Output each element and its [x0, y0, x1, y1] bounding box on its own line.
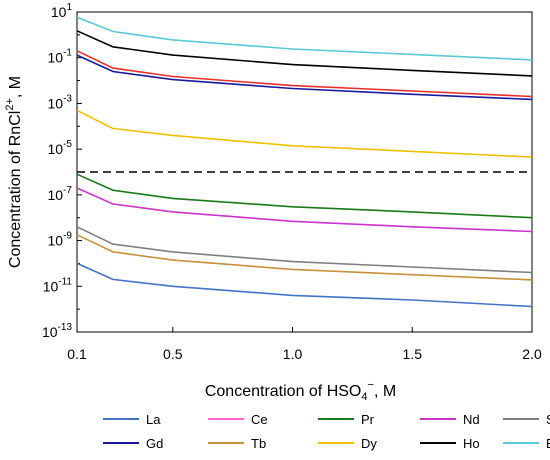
x-axis-title-sup: − [368, 379, 374, 391]
series-line-la [76, 262, 533, 308]
series-line-tb [76, 233, 533, 281]
ticks-layer: 0.1 0.5 1.0 1.5 2.0 101 10-1 10-3 10-5 10-7 10-9 10… [42, 2, 542, 362]
legend-label-er: Er [546, 436, 550, 451]
x-axis-title: Concentration of HSO4−, M [205, 379, 396, 403]
x-axis-title-sub: 4 [361, 391, 367, 403]
legend-label-dy: Dy [361, 436, 377, 451]
legend-label-ce: Ce [251, 412, 268, 427]
x-tick-label: 1.0 [283, 346, 303, 362]
legend-label-nd: Nd [463, 412, 480, 427]
x-tick-label: 1.5 [403, 346, 423, 362]
x-tick-label: 0.5 [163, 346, 183, 362]
x-axis-title-main: Concentration of HSO [205, 383, 362, 400]
series-line-dy [76, 109, 533, 158]
series-line-red [76, 50, 533, 98]
legend-label-la: La [146, 412, 161, 427]
series-line-ho [76, 30, 533, 77]
series-line-nd [76, 187, 533, 233]
y-tick-label: 10-5 [48, 139, 73, 157]
series-layer [76, 16, 533, 308]
y-tick-label: 10-1 [48, 48, 73, 66]
series-line-sm [76, 226, 533, 274]
y-tick-label: 10-3 [48, 93, 73, 111]
y-tick-label: 10-9 [48, 231, 73, 249]
x-axis-title-tail: , M [374, 383, 396, 400]
y-axis-title: Concentration of RnCl2+, M [4, 76, 24, 268]
x-tick-label: 0.1 [67, 346, 87, 362]
legend-label-gd: Gd [146, 436, 163, 451]
y-tick-label: 10-13 [42, 322, 72, 340]
legend-label-tb: Tb [251, 436, 266, 451]
y-axis-title-main: Concentration of RnCl [7, 111, 24, 268]
legend: La Ce Pr Nd Sm Gd Tb Dy Ho Er [103, 412, 550, 451]
legend-label-pr: Pr [361, 412, 375, 427]
x-tick-label: 2.0 [522, 346, 542, 362]
y-tick-label: 101 [51, 2, 73, 20]
series-line-pr [76, 173, 533, 219]
y-axis-title-tail: , M [7, 76, 24, 98]
legend-label-sm: Sm [546, 412, 550, 427]
series-line-er [76, 16, 533, 61]
y-axis-title-sup: 2+ [4, 98, 16, 111]
series-line-gd [76, 54, 533, 101]
legend-label-ho: Ho [463, 436, 480, 451]
y-tick-label: 10-7 [48, 185, 73, 203]
y-tick-label: 10-11 [43, 276, 73, 294]
